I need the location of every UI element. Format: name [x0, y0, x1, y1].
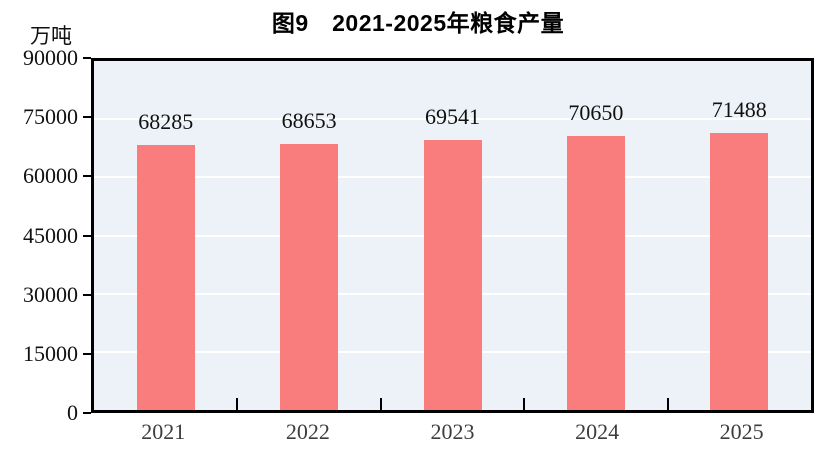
y-axis-tick-label: 45000 — [23, 222, 78, 248]
y-axis-unit-label: 万吨 — [30, 24, 72, 48]
y-axis-tick-label: 30000 — [23, 281, 78, 307]
x-tick-mark — [666, 398, 669, 410]
chart-title: 图9 2021-2025年粮食产量 — [271, 10, 565, 36]
x-axis-category-label: 2021 — [141, 419, 186, 444]
x-tick-mark — [379, 398, 382, 410]
x-axis-category-label: 2022 — [285, 419, 330, 444]
y-tick-mark — [83, 116, 91, 119]
bar-2023 — [423, 140, 482, 410]
x-axis-category-label: 2024 — [575, 419, 620, 444]
y-axis-tick-label: 90000 — [23, 45, 78, 70]
bar-2022 — [280, 143, 339, 410]
y-axis-tick-marks — [83, 57, 91, 414]
x-axis-category-label: 2025 — [719, 419, 764, 444]
bar-2024 — [566, 136, 625, 410]
y-tick-mark — [83, 234, 91, 237]
y-tick-mark — [83, 352, 91, 355]
plot-area: 68285 68653 69541 70650 71488 — [91, 58, 814, 413]
bar-value-label: 70650 — [568, 100, 624, 126]
x-axis-category-label: 2023 — [430, 419, 475, 444]
x-tick-mark — [523, 398, 526, 410]
bar-value-label: 71488 — [711, 96, 767, 122]
y-axis-tick-label: 75000 — [23, 104, 78, 130]
y-tick-mark — [83, 57, 91, 59]
y-tick-mark — [83, 412, 91, 414]
gridline — [94, 118, 811, 121]
bar-value-label: 68285 — [138, 109, 194, 135]
y-tick-mark — [83, 293, 91, 296]
x-tick-mark — [236, 398, 239, 410]
y-axis-tick-label: 15000 — [23, 340, 78, 366]
bar-2025 — [710, 132, 769, 410]
y-axis-tick-label: 0 — [67, 400, 78, 425]
y-tick-mark — [83, 175, 91, 178]
bar-2021 — [136, 145, 195, 410]
bar-value-label: 69541 — [425, 104, 480, 130]
bar-value-label: 68653 — [281, 107, 337, 133]
x-axis: 2021 2022 2023 2024 2025 — [91, 419, 814, 444]
y-axis: 90000 75000 60000 45000 30000 15000 0 — [0, 47, 78, 424]
y-axis-tick-label: 60000 — [23, 163, 78, 189]
